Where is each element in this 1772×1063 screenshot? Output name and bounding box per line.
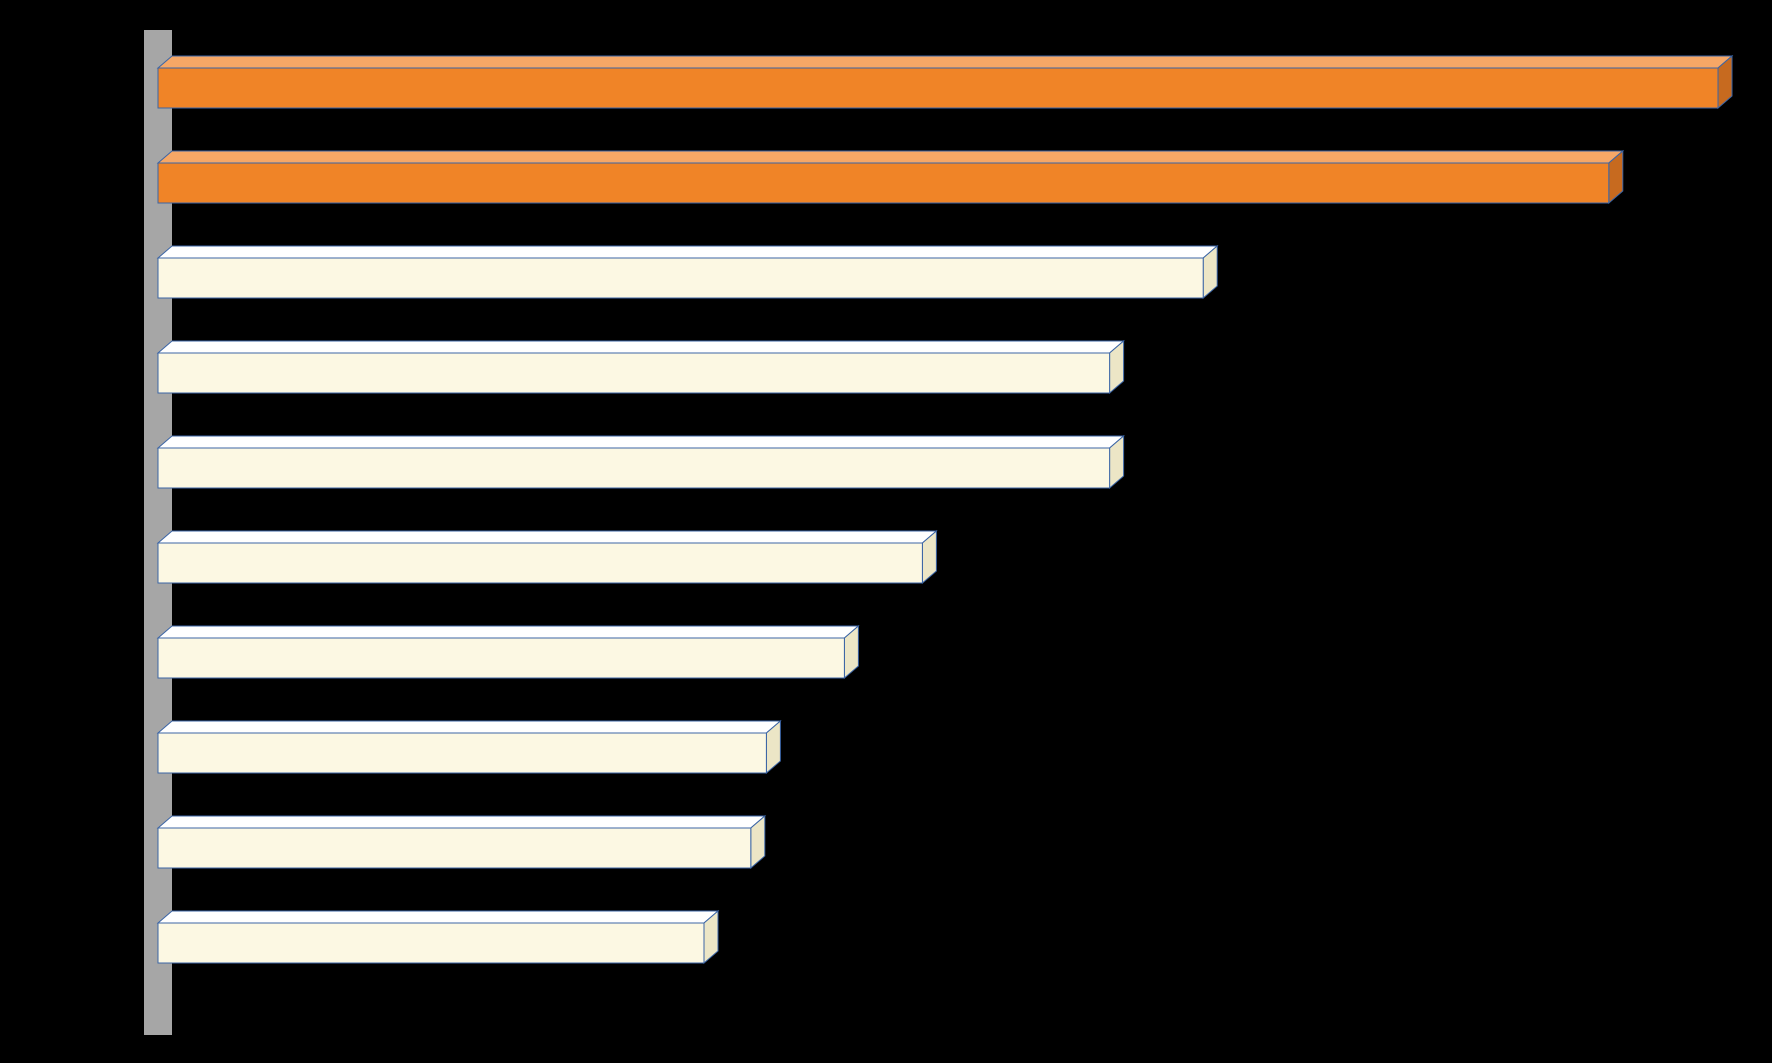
bar-svg [158,626,860,680]
bar [158,923,718,963]
bar [158,448,1124,488]
bar [158,733,780,773]
bar-svg [158,911,720,965]
bar [158,353,1124,393]
bar-svg [158,816,767,870]
bar-svg [158,721,782,775]
bar-svg [158,341,1126,395]
bar [158,163,1623,203]
bar [158,638,858,678]
bar [158,828,765,868]
bar-svg [158,531,938,585]
bar-svg [158,151,1625,205]
bar [158,543,936,583]
bar [158,68,1732,108]
bar-svg [158,56,1734,110]
bar-svg [158,436,1126,490]
chart-stage [0,0,1772,1063]
bar [158,258,1217,298]
bar-svg [158,246,1219,300]
